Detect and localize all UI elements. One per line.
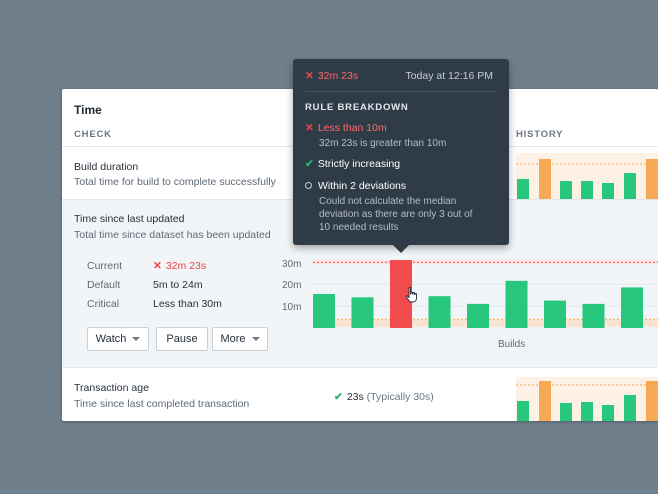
history-bar (505, 280, 528, 328)
fail-x-icon: ✕ (153, 260, 162, 272)
row-name-time-since-updated[interactable]: Time since last updated (74, 213, 185, 225)
rule-breakdown-heading: RULE BREAKDOWN (305, 102, 409, 113)
x-axis-label: Builds (498, 339, 526, 350)
rule-detail: Could not calculate the median (319, 196, 457, 207)
current-value: ✕ 32m 23s (153, 260, 207, 272)
row-name-transaction-age[interactable]: Transaction age (74, 382, 149, 394)
spark-bar (624, 173, 636, 199)
row-desc-build-duration: Total time for build to complete success… (74, 176, 276, 188)
history-sparkline-transaction-age (516, 377, 658, 421)
default-value: 5m to 24m (153, 279, 203, 291)
column-header-history: HISTORY (516, 129, 564, 140)
history-bar (544, 300, 566, 328)
check-icon: ✔ (334, 391, 343, 403)
rule-breakdown-tooltip: ✕ 32m 23s Today at 12:16 PM RULE BREAKDOW… (293, 59, 509, 253)
row-desc-time-since-updated: Total time since dataset has been update… (74, 229, 271, 241)
more-button[interactable]: More (212, 327, 268, 351)
history-bar (390, 260, 412, 328)
y-tick-label: 30m (282, 259, 302, 270)
chevron-down-icon (251, 337, 260, 341)
history-bar (313, 294, 335, 328)
history-bar (582, 303, 605, 328)
pause-button-label: Pause (166, 333, 198, 345)
more-button-label: More (220, 333, 246, 345)
transaction-status: ✔ 23s (Typically 30s) (334, 391, 434, 403)
default-label: Default (87, 279, 121, 291)
history-bar (467, 303, 489, 328)
row-name-build-duration[interactable]: Build duration (74, 161, 139, 173)
spark-bar (517, 179, 529, 199)
hand-pointer-icon (405, 287, 417, 303)
spark-bar (624, 395, 636, 421)
spark-bar (646, 381, 658, 421)
chevron-down-icon (132, 337, 141, 341)
spark-bar (646, 159, 658, 199)
tooltip-divider (305, 91, 497, 92)
spark-bar (560, 181, 572, 199)
spark-bar (517, 401, 529, 421)
rule-strictly-increasing: ✔ Strictly increasing (305, 158, 401, 170)
rule-detail: deviation as there are only 3 out of (319, 209, 473, 220)
rule-detail: 10 needed results (319, 222, 399, 233)
rule-less-than-10m: ✕ Less than 10m (305, 122, 387, 134)
card-title: Time (74, 103, 102, 117)
critical-label: Critical (87, 298, 120, 310)
history-bar (428, 296, 451, 328)
watch-button-label: Watch (95, 333, 127, 345)
row-desc-transaction-age: Time since last completed transaction (74, 398, 250, 410)
fail-x-icon: ✕ (305, 122, 314, 134)
critical-value: Less than 30m (153, 298, 222, 310)
spark-bar (581, 402, 593, 421)
history-bar-chart (313, 260, 658, 328)
fail-x-icon: ✕ (305, 70, 314, 82)
rule-within-2-deviations: Within 2 deviations (305, 180, 406, 192)
spark-bar (581, 181, 593, 199)
tooltip-timestamp: Today at 12:16 PM (405, 70, 493, 82)
history-sparkline-build-duration (516, 153, 658, 199)
y-tick-label: 20m (282, 280, 302, 291)
watch-button[interactable]: Watch (87, 327, 149, 351)
row-divider (62, 367, 658, 368)
tooltip-value: ✕ 32m 23s (305, 70, 359, 82)
y-tick-label: 10m (282, 302, 302, 313)
history-bar (621, 287, 643, 328)
spark-bar (602, 183, 614, 199)
column-header-check: CHECK (74, 129, 112, 140)
current-label: Current (87, 260, 123, 272)
check-icon: ✔ (305, 158, 314, 170)
spark-bar (560, 403, 572, 421)
spark-bar (539, 159, 551, 199)
circle-icon (305, 181, 312, 189)
typical-value: (Typically 30s) (366, 391, 434, 403)
history-bar (351, 297, 374, 328)
rule-detail: 32m 23s is greater than 10m (319, 138, 447, 149)
spark-bar (602, 405, 614, 421)
spark-bar (539, 381, 551, 421)
pause-button[interactable]: Pause (156, 327, 208, 351)
